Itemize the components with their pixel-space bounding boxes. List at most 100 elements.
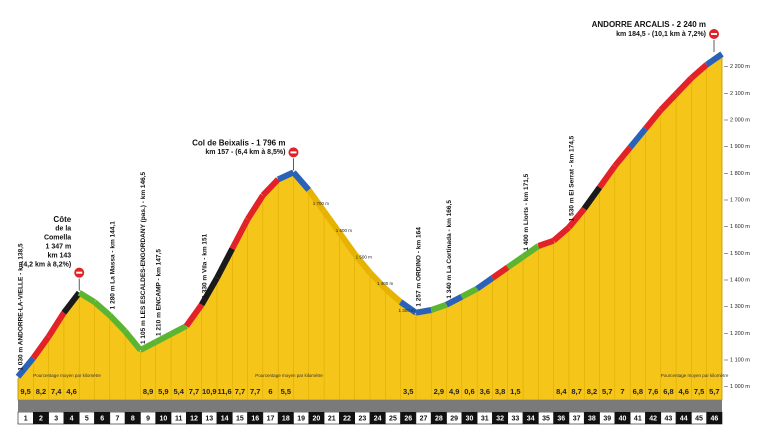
road-segment [445, 294, 464, 308]
road-segment [336, 230, 358, 256]
y-tick-label: 2 200 m [730, 64, 750, 70]
x-tick-label: 1 [24, 415, 28, 422]
x-tick-label: 29 [450, 415, 458, 422]
x-tick-label: 31 [481, 415, 489, 422]
x-tick-label: 34 [527, 415, 535, 422]
x-tick-label: 40 [619, 415, 627, 422]
summit-label: km 184,5 - (10,1 km à 7,2%) [616, 31, 706, 38]
road-segment [627, 126, 648, 150]
gradient-label: 6 [268, 387, 272, 396]
x-tick-label: 23 [358, 415, 366, 422]
y-tick-label: 1 300 m [730, 304, 750, 310]
road-segment [260, 177, 281, 198]
gradient-label: 8,2 [587, 387, 597, 396]
x-tick-label: 18 [282, 415, 290, 422]
elevation-note: 1 700 m [313, 201, 330, 206]
x-tick-label: 36 [557, 415, 565, 422]
x-tick-label: 33 [511, 415, 519, 422]
x-tick-label: 7 [116, 415, 120, 422]
waypoint-label: 1 280 m La Massa - km 144,1 [110, 221, 117, 310]
summit-label: Comella [44, 235, 71, 242]
road-segment [566, 206, 587, 230]
road-segment [46, 311, 67, 339]
road-segment [415, 307, 432, 316]
summit-label: 1 347 m [46, 244, 72, 251]
summit-marker-bar [76, 271, 83, 274]
gradient-label: 4,9 [449, 387, 459, 396]
summit-label: km 143 [47, 253, 71, 260]
gradient-label: 6,8 [633, 387, 643, 396]
road-segment [383, 286, 403, 305]
x-tick-label: 30 [466, 415, 474, 422]
road-segment [643, 108, 664, 131]
x-tick-label: 20 [313, 415, 321, 422]
x-tick-label: 12 [190, 415, 198, 422]
x-tick-label: 39 [603, 415, 611, 422]
y-tick-label: 1 700 m [730, 197, 750, 203]
waypoint-label: 1 400 m Llorts - km 171,5 [523, 173, 530, 250]
x-tick-label: 26 [404, 415, 412, 422]
gradient-label: 3,6 [480, 387, 490, 396]
waypoint-label: 1 530 m El Serrat - km 174,5 [569, 135, 576, 221]
road-segment [169, 323, 188, 337]
x-tick-label: 28 [435, 415, 443, 422]
x-tick-label: 37 [573, 415, 581, 422]
gradient-label: 5,9 [158, 387, 168, 396]
gradient-label: 7,7 [250, 387, 260, 396]
road-segment [306, 188, 327, 214]
road-segment [689, 62, 709, 81]
road-segment [77, 290, 97, 305]
gradient-label: 4,6 [679, 387, 689, 396]
summit-label: Col de Beixalis - 1 796 m [192, 139, 285, 148]
road-segment [673, 75, 694, 97]
gradient-label: 8,9 [143, 387, 153, 396]
road-segment [430, 301, 448, 313]
x-tick-label: 2 [39, 415, 43, 422]
gradient-label: 3,5 [403, 387, 413, 396]
x-tick-label: 6 [100, 415, 104, 422]
x-tick-label: 17 [267, 415, 275, 422]
x-tick-label: 11 [175, 415, 183, 422]
x-tick-label: 21 [328, 415, 336, 422]
gradient-label: 8,4 [556, 387, 567, 396]
road-segment [506, 254, 525, 270]
waypoint-label: 1 030 m ANDORRE-LA-VIELLE - km 138,5 [18, 243, 25, 371]
gradient-label: 5,7 [602, 387, 612, 396]
gradient-label: 7,4 [51, 387, 62, 396]
road-segment [367, 270, 388, 291]
x-tick-label: 16 [251, 415, 259, 422]
x-tick-label: 25 [389, 415, 397, 422]
x-tick-label: 13 [205, 415, 213, 422]
x-tick-label: 27 [420, 415, 428, 422]
road-segment [15, 356, 36, 379]
x-tick-label: 14 [221, 415, 229, 422]
gradient-label: 11,6 [218, 387, 232, 396]
x-tick-label: 38 [588, 415, 596, 422]
y-tick-label: 1 800 m [730, 171, 750, 177]
waypoint-label: 1 330 m Vila - km 151 [201, 233, 208, 298]
x-tick-label: 19 [297, 415, 305, 422]
gradient-label: 8,2 [36, 387, 46, 396]
summit-label: km 157 - (6,4 km à 8,5%) [205, 149, 285, 156]
road-segment [30, 334, 52, 360]
road-segment [521, 243, 541, 260]
road-segment [460, 286, 479, 300]
road-segment [229, 217, 251, 251]
x-tick-label: 24 [374, 415, 382, 422]
gradient-label: 7,7 [235, 387, 245, 396]
elevation-note: 1 600 m [336, 228, 353, 233]
gradient-note: Pourcentage moyen par kilomètre [33, 373, 101, 378]
road-segment [276, 169, 295, 183]
elevation-note: 1 300 m [398, 308, 415, 313]
gradient-label: 7,7 [189, 387, 199, 396]
elevation-note: 1 500 m [356, 255, 373, 260]
road-segment [597, 164, 618, 190]
x-tick-label: 32 [496, 415, 504, 422]
road-segment [199, 276, 220, 307]
x-tick-label: 46 [710, 415, 718, 422]
road-segment [183, 302, 205, 328]
gradient-label: 0,6 [464, 387, 474, 396]
road-segment [704, 51, 724, 68]
gradient-label: 7 [620, 387, 624, 396]
